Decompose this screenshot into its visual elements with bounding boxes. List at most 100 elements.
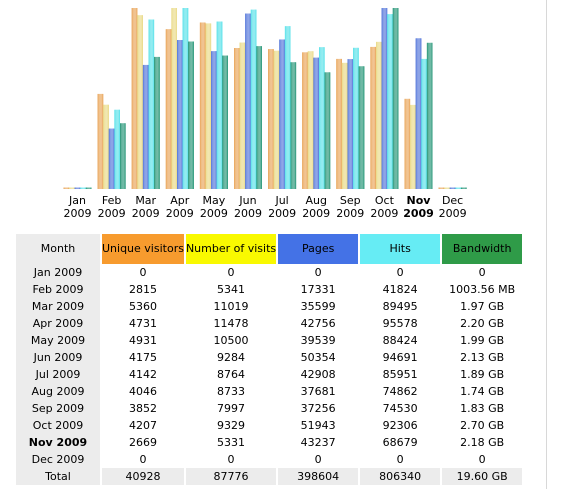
- cell-pages: 17331: [300, 283, 336, 296]
- cell-number-of-visits: 9329: [217, 419, 246, 432]
- bar-shine-hits-aug: [319, 47, 325, 189]
- bar-shine-visitors-apr: [165, 29, 172, 190]
- bar-shine-visits-oct: [376, 41, 382, 190]
- bar-shine-hits-apr: [182, 8, 189, 189]
- header-month: Month: [16, 234, 100, 264]
- month-tick-label: Mar: [135, 194, 156, 207]
- cell-bandwidth: 2.20 GB: [460, 317, 505, 330]
- table-row: Jan 2009 0 0 0 0 0: [16, 264, 522, 281]
- bar-shine-visits-dec: [444, 187, 450, 189]
- bar-shine-pages-jul: [279, 39, 285, 189]
- bar-shine-hits-jul: [284, 26, 291, 189]
- cell-pages: 43237: [300, 436, 336, 449]
- cell-month: Aug 2009: [16, 383, 100, 400]
- cell-bandwidth: 1.83 GB: [460, 402, 505, 415]
- month-tick-label: Jul: [274, 194, 288, 207]
- cell-unique-visitors: 0: [139, 453, 147, 466]
- bar-shine-visitors-sep: [336, 58, 342, 190]
- bar-shine-pages-nov: [415, 38, 422, 190]
- table-row: Apr 2009 4731 11478 42756 95578 2.20 GB: [16, 315, 522, 332]
- cell-bandwidth: 0: [478, 266, 486, 279]
- bar-shine-visitors-oct: [370, 46, 376, 190]
- bar-shine-pages-aug: [313, 57, 319, 190]
- bar-shine-hits-sep: [353, 47, 359, 189]
- table-row: Nov 2009 2669 5331 43237 68679 2.18 GB: [16, 434, 522, 451]
- cell-number-of-visits: 7997: [217, 402, 246, 415]
- year-tick-label: 2009: [234, 207, 262, 220]
- cell-month: May 2009: [16, 332, 100, 349]
- month-tick-label: Dec: [442, 194, 463, 207]
- cell-unique-visitors: 4175: [128, 351, 157, 364]
- cell-unique-visitors: 0: [139, 266, 147, 279]
- cell-unique-visitors: 5360: [128, 300, 157, 313]
- month-tick-label: Jan: [68, 194, 86, 207]
- cell-hits: 41824: [382, 283, 418, 296]
- cell-month: Dec 2009: [16, 451, 100, 468]
- bar-shine-bandwidth_gb-jun: [256, 46, 262, 189]
- bar-shine-hits-dec: [455, 187, 461, 189]
- cell-month: Jul 2009: [16, 366, 100, 383]
- bar-shine-visitors-jun: [234, 48, 240, 190]
- cell-pages: 51943: [300, 419, 336, 432]
- bar-shine-visits-apr: [171, 8, 177, 189]
- cell-unique-visitors: 4046: [128, 385, 157, 398]
- header-pages: Pages: [278, 234, 359, 264]
- header-unique-visitors: Unique visitors: [102, 234, 184, 264]
- cell-bandwidth: 2.13 GB: [460, 351, 505, 364]
- cell-unique-visitors: 4931: [128, 334, 157, 347]
- bar-shine-visitors-jan: [63, 187, 70, 189]
- table-row: Dec 2009 0 0 0 0 0: [16, 451, 522, 468]
- table-row: Aug 2009 4046 8733 37681 74862 1.74 GB: [16, 383, 522, 400]
- bar-shine-hits-jun: [250, 9, 257, 189]
- cell-hits: 94691: [382, 351, 418, 364]
- year-tick-label: 2009: [200, 207, 228, 220]
- cell-month: Jan 2009: [16, 264, 100, 281]
- cell-bandwidth: 0: [478, 453, 486, 466]
- total-cell-bandwidth: 19.60 GB: [442, 468, 523, 485]
- bar-shine-visits-aug: [307, 51, 314, 189]
- table-row: Oct 2009 4207 9329 51943 92306 2.70 GB: [16, 417, 522, 434]
- bar-shine-visitors-feb: [97, 93, 104, 189]
- table-row: Sep 2009 3852 7997 37256 74530 1.83 GB: [16, 400, 522, 417]
- year-tick-label: 2009: [64, 207, 92, 220]
- cell-number-of-visits: 11478: [213, 317, 249, 330]
- bar-shine-visitors-nov: [404, 98, 411, 189]
- bar-shine-hits-oct: [387, 14, 393, 190]
- total-cell-month: Total: [16, 468, 100, 485]
- bar-shine-pages-mar: [142, 64, 149, 189]
- right-divider: [546, 0, 547, 489]
- cell-hits: 74530: [382, 402, 418, 415]
- cell-pages: 42756: [300, 317, 336, 330]
- year-tick-label: 2009: [302, 207, 330, 220]
- cell-pages: 37256: [300, 402, 336, 415]
- bar-shine-hits-jan: [80, 187, 86, 189]
- month-tick-label: Aug: [305, 194, 326, 207]
- month-tick-label: Oct: [375, 194, 395, 207]
- table-header-row: Month Unique visitors Number of visits P…: [16, 234, 523, 264]
- bar-shine-bandwidth_gb-may: [222, 55, 228, 189]
- bar-shine-visits-sep: [341, 62, 348, 189]
- year-tick-label: 2009: [439, 207, 467, 220]
- cell-bandwidth: 2.70 GB: [460, 419, 505, 432]
- cell-bandwidth: 1.74 GB: [460, 385, 505, 398]
- cell-number-of-visits: 8764: [217, 368, 246, 381]
- bar-shine-pages-dec: [449, 187, 456, 189]
- bar-shine-bandwidth_gb-jan: [85, 187, 92, 189]
- bar-shine-hits-mar: [148, 19, 155, 190]
- bar-shine-bandwidth_gb-nov: [426, 42, 433, 190]
- table-row: May 2009 4931 10500 39539 88424 1.99 GB: [16, 332, 522, 349]
- bar-shine-visitors-jul: [268, 49, 274, 190]
- bar-shine-pages-feb: [108, 128, 115, 189]
- bar-shine-bandwidth_gb-jul: [290, 62, 297, 189]
- cell-month: Feb 2009: [16, 281, 100, 298]
- bar-shine-visits-mar: [137, 15, 143, 189]
- cell-hits: 0: [396, 453, 404, 466]
- bar-shine-visitors-dec: [438, 187, 445, 189]
- month-tick-label: Nov: [407, 194, 432, 207]
- bar-shine-visitors-may: [199, 22, 206, 189]
- table-row: Jul 2009 4142 8764 42908 85951 1.89 GB: [16, 366, 522, 383]
- cell-unique-visitors: 4731: [128, 317, 157, 330]
- year-tick-label: 2009: [336, 207, 364, 220]
- cell-unique-visitors: 2815: [128, 283, 157, 296]
- cell-unique-visitors: 4207: [128, 419, 157, 432]
